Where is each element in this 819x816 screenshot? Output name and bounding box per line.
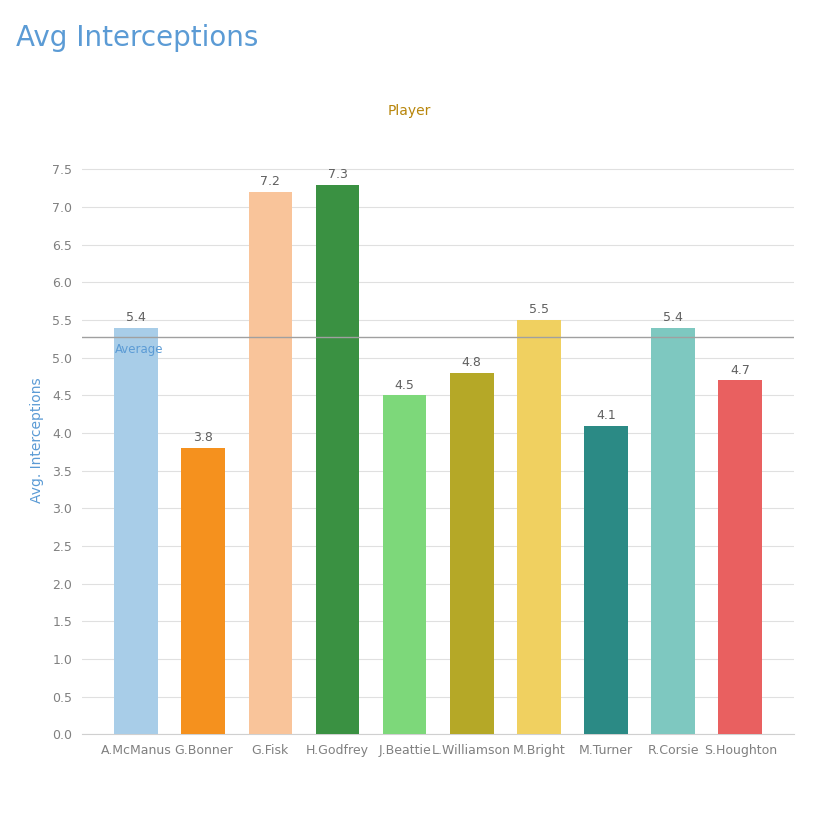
Bar	[182, 448, 225, 734]
Bar	[382, 396, 427, 734]
Text: 4.7: 4.7	[731, 364, 750, 377]
Bar	[584, 426, 628, 734]
Text: 3.8: 3.8	[193, 432, 213, 445]
Bar	[248, 192, 292, 734]
Text: 4.1: 4.1	[596, 409, 616, 422]
Text: Avg Interceptions: Avg Interceptions	[16, 24, 259, 52]
Bar	[718, 380, 762, 734]
Text: 4.8: 4.8	[462, 356, 482, 369]
Text: Average: Average	[115, 343, 163, 356]
Bar	[651, 328, 695, 734]
Text: 7.2: 7.2	[260, 175, 280, 188]
Y-axis label: Avg. Interceptions: Avg. Interceptions	[29, 378, 44, 503]
Text: 5.4: 5.4	[126, 311, 146, 324]
Bar	[517, 320, 561, 734]
Bar	[450, 373, 494, 734]
Bar	[115, 328, 158, 734]
Bar	[315, 184, 360, 734]
Text: Player: Player	[388, 104, 431, 118]
Text: 7.3: 7.3	[328, 168, 347, 181]
Text: 5.4: 5.4	[663, 311, 683, 324]
Text: 5.5: 5.5	[529, 304, 549, 317]
Text: 4.5: 4.5	[395, 379, 414, 392]
